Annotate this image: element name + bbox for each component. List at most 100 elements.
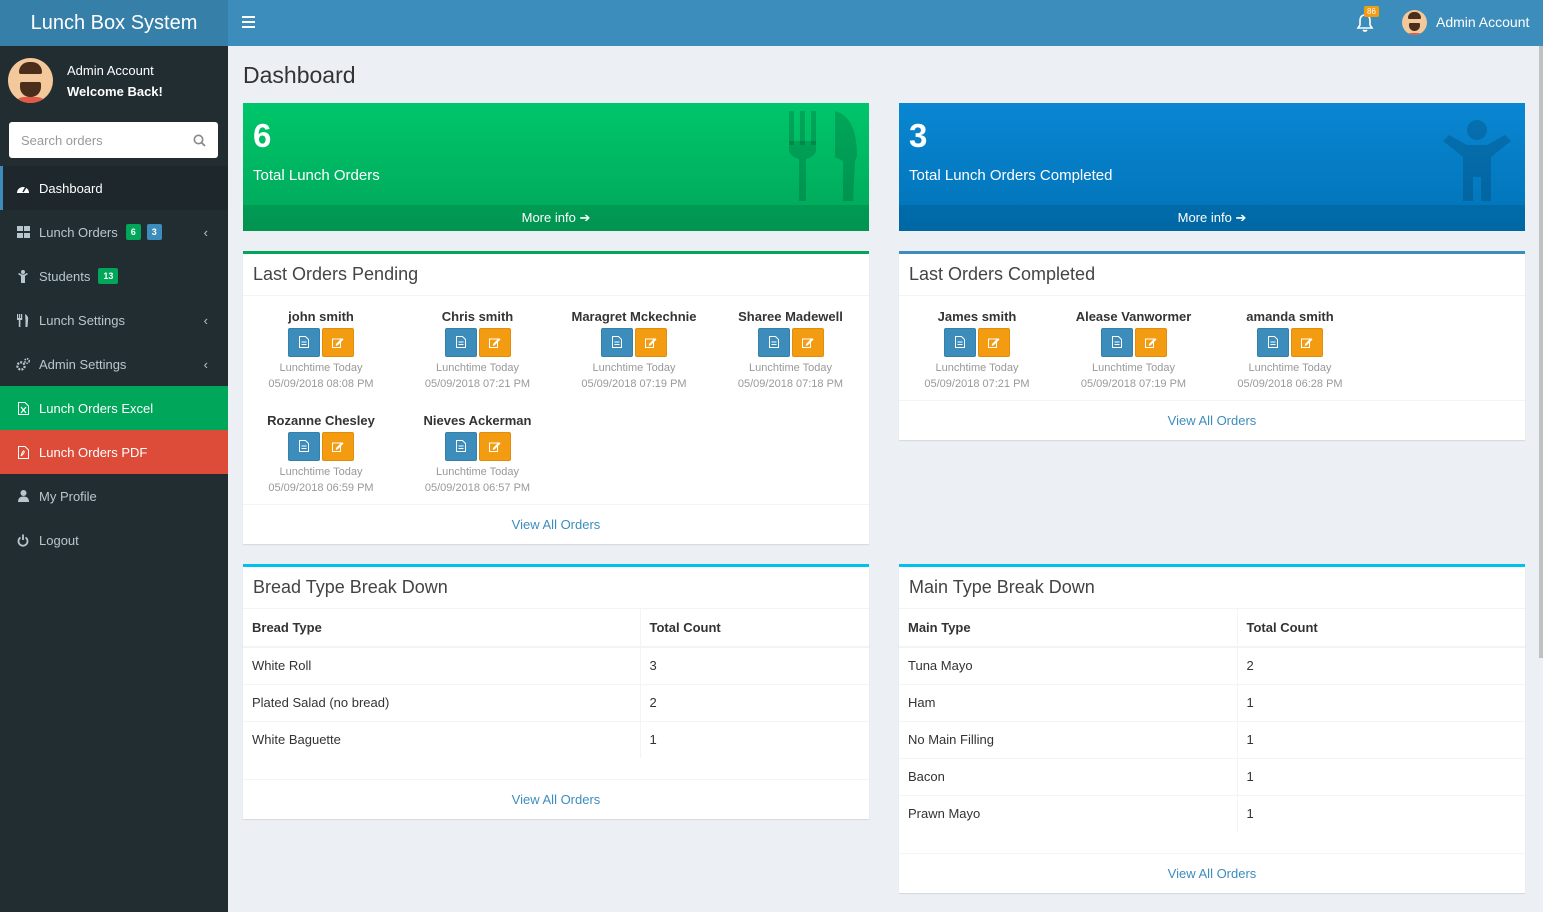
- edit-order-button[interactable]: [322, 328, 354, 357]
- table-row: Ham 1: [899, 683, 1525, 721]
- view-order-button[interactable]: [757, 328, 790, 357]
- order-item: amanda smith Lunchtime Today 05/09/2018 06…: [1212, 309, 1368, 390]
- edit-icon: [332, 335, 344, 351]
- table-row: Prawn Mayo 1: [899, 794, 1525, 832]
- view-order-button[interactable]: [444, 432, 477, 461]
- order-time-label: Lunchtime Today: [935, 362, 1019, 374]
- table-row: Plated Salad (no bread) 2: [243, 683, 869, 721]
- student-name: john smith: [288, 309, 354, 324]
- sidebar-item-admin-settings[interactable]: Admin Settings ‹: [0, 342, 228, 386]
- type-cell: White Roll: [243, 646, 640, 684]
- orders-count-badge: 6: [125, 224, 141, 240]
- edit-icon: [1144, 335, 1157, 351]
- pending-orders-box: Last Orders Pending john smith Lunchtime …: [243, 251, 869, 544]
- table-row: No Main Filling 1: [899, 720, 1525, 758]
- count-cell: 2: [639, 683, 869, 721]
- sidebar-item-dashboard[interactable]: Dashboard: [0, 166, 228, 210]
- mains-table: Main Type Total Count Tuna Mayo 2 Ham 1 No M…: [899, 609, 1525, 832]
- file-icon: [299, 335, 309, 351]
- edit-order-button[interactable]: [791, 328, 824, 357]
- table-row: White Baguette 1: [243, 720, 869, 758]
- sidebar-item-logout[interactable]: Logout: [0, 518, 228, 562]
- edit-order-button[interactable]: [1134, 328, 1167, 357]
- file-icon: [1268, 335, 1278, 351]
- order-item: Alease Vanwormer Lunchtime Today 05/09/201…: [1056, 309, 1212, 390]
- view-order-button[interactable]: [1100, 328, 1133, 357]
- view-order-button[interactable]: [944, 328, 976, 357]
- view-order-button[interactable]: [601, 328, 633, 357]
- view-all-orders-link[interactable]: View All Orders: [243, 504, 869, 544]
- sidebar-item-students[interactable]: Students 13: [0, 254, 228, 298]
- more-info-link[interactable]: More info ➔: [899, 205, 1525, 231]
- table-row: Tuna Mayo 2: [899, 646, 1525, 684]
- header-user-name[interactable]: Admin Account: [1436, 14, 1530, 30]
- cogs-icon: [16, 357, 30, 371]
- edit-order-button[interactable]: [478, 432, 511, 461]
- table-row: Bacon 1: [899, 757, 1525, 795]
- arrow-circle-right-icon: ➔: [1235, 210, 1247, 225]
- order-time-label: Lunchtime Today: [436, 466, 519, 478]
- edit-icon: [988, 335, 1000, 351]
- sidebar-item-excel[interactable]: Lunch Orders Excel: [0, 386, 228, 430]
- student-name: amanda smith: [1246, 309, 1334, 324]
- search-icon[interactable]: [193, 134, 206, 147]
- dashboard-icon: [16, 181, 30, 195]
- view-order-button[interactable]: [288, 328, 320, 357]
- power-icon: [16, 533, 30, 547]
- sidebar-item-pdf[interactable]: Lunch Orders PDF: [0, 430, 228, 474]
- sidebar-item-label: My Profile: [39, 488, 97, 504]
- header-avatar[interactable]: [1402, 10, 1427, 35]
- order-time-label: Lunchtime Today: [279, 466, 363, 478]
- more-info-label: More info: [1177, 210, 1232, 225]
- order-date: 05/09/2018 07:19 PM: [581, 378, 687, 390]
- column-header: Total Count: [1236, 609, 1525, 648]
- chevron-left-icon: ‹: [203, 356, 208, 372]
- completed-count-badge: 3: [146, 224, 162, 240]
- count-cell: 1: [639, 720, 869, 758]
- chevron-left-icon: ‹: [203, 224, 208, 240]
- edit-order-button[interactable]: [322, 432, 354, 461]
- app-logo[interactable]: Lunch Box System: [0, 0, 228, 46]
- order-date: 05/09/2018 06:28 PM: [1237, 378, 1343, 390]
- edit-order-button[interactable]: [635, 328, 667, 357]
- edit-order-button[interactable]: [1291, 328, 1323, 357]
- edit-order-button[interactable]: [478, 328, 511, 357]
- sidebar-item-lunch-orders[interactable]: Lunch Orders 6 3 ‹: [0, 210, 228, 254]
- sidebar-item-label: Lunch Orders Excel: [39, 400, 154, 416]
- more-info-link[interactable]: More info ➔: [243, 205, 869, 231]
- top-navbar: 86 Admin Account: [228, 0, 1543, 46]
- order-item: Maragret Mckechnie Lunchtime Today 05/09/2…: [556, 309, 712, 390]
- cutlery-icon: [789, 111, 857, 201]
- search-input[interactable]: [21, 132, 171, 148]
- student-name: Chris smith: [441, 309, 514, 324]
- order-item: Sharee Madewell Lunchtime Today 05/09/2018…: [713, 309, 869, 390]
- order-time-label: Lunchtime Today: [1092, 362, 1175, 374]
- view-all-orders-link[interactable]: View All Orders: [899, 400, 1525, 440]
- student-name: Nieves Ackerman: [423, 413, 532, 428]
- type-cell: No Main Filling: [899, 720, 1237, 758]
- column-header: Main Type: [899, 609, 1237, 648]
- file-icon: [455, 439, 466, 455]
- order-date: 05/09/2018 06:57 PM: [424, 482, 531, 494]
- menu-toggle-icon[interactable]: [242, 16, 255, 31]
- sidebar-item-label: Admin Settings: [39, 356, 127, 372]
- sidebar-item-lunch-settings[interactable]: Lunch Settings ‹: [0, 298, 228, 342]
- view-order-button[interactable]: [1257, 328, 1289, 357]
- edit-icon: [488, 335, 501, 351]
- file-icon: [299, 439, 309, 455]
- view-order-button[interactable]: [444, 328, 477, 357]
- edit-order-button[interactable]: [978, 328, 1010, 357]
- completed-orders-stat-box: 3 Total Lunch Orders Completed More info…: [899, 103, 1525, 231]
- sidebar-menu: Dashboard Lunch Orders 6 3 ‹ Students 13…: [0, 166, 228, 562]
- sidebar-item-my-profile[interactable]: My Profile: [0, 474, 228, 518]
- view-order-button[interactable]: [288, 432, 320, 461]
- scrollbar[interactable]: [1539, 46, 1543, 658]
- file-icon: [768, 335, 779, 351]
- sidebar: Lunch Box System Admin Account Welcome B…: [0, 0, 228, 912]
- stat-value: 3: [909, 117, 928, 154]
- box-title: Last Orders Pending: [243, 254, 869, 296]
- view-all-orders-link[interactable]: View All Orders: [243, 779, 869, 819]
- edit-icon: [645, 335, 657, 351]
- order-date: 05/09/2018 07:21 PM: [924, 378, 1030, 390]
- view-all-orders-link[interactable]: View All Orders: [899, 853, 1525, 893]
